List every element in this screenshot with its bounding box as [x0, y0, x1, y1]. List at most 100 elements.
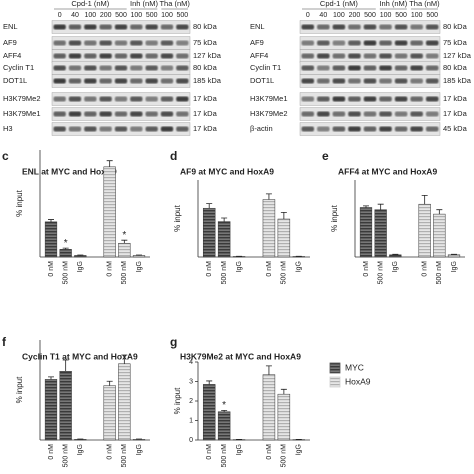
- x-tick-label: IgG: [136, 261, 143, 272]
- blot-band: [363, 126, 377, 132]
- chart-title: AF9 at MYC and HoxA9: [180, 166, 274, 176]
- blot-band: [53, 24, 66, 30]
- blot-band: [410, 24, 423, 30]
- protein-label: DOT1L: [250, 76, 274, 85]
- error-bar: [48, 219, 54, 222]
- blot-band: [99, 126, 112, 132]
- x-tick-label: 500 nM: [63, 444, 70, 468]
- blot-band: [425, 96, 439, 102]
- bar: [74, 439, 87, 441]
- x-tick-label: 500 nM: [63, 261, 70, 285]
- lane-group-label: Tha (nM): [159, 0, 190, 8]
- blot-band: [348, 111, 361, 117]
- error-bar: [280, 211, 287, 220]
- blot-band: [176, 78, 189, 84]
- blot-band: [410, 40, 423, 46]
- blot-band: [301, 78, 315, 84]
- blot-band: [160, 111, 174, 117]
- blot-band: [425, 40, 439, 46]
- blot-band: [68, 24, 82, 30]
- blot-band: [301, 40, 315, 46]
- blot-band: [99, 96, 112, 102]
- protein-label: H3K79Me1: [3, 109, 41, 118]
- x-tick-label: 0 nM: [206, 261, 213, 277]
- blot-band: [53, 96, 66, 102]
- lane-group-label: Cpd-1 (nM): [71, 0, 109, 8]
- size-label: 17 kDa: [443, 94, 468, 103]
- blot-band: [410, 96, 423, 102]
- x-tick-label: 500 nM: [221, 261, 228, 285]
- lane-label: 0: [306, 12, 310, 19]
- x-tick-label: 500 nM: [221, 444, 228, 468]
- blot-band: [160, 24, 174, 30]
- blot-band: [394, 126, 408, 132]
- blot-band: [84, 65, 97, 71]
- blot-band: [379, 96, 392, 102]
- bar: [359, 207, 373, 258]
- bar: [103, 166, 116, 258]
- blot-band: [176, 24, 189, 30]
- bar: [262, 374, 276, 441]
- blot-band: [53, 40, 66, 46]
- blot-band: [379, 40, 392, 46]
- blot-band: [145, 65, 158, 71]
- blot-band: [130, 78, 143, 84]
- error-bar: [377, 203, 384, 210]
- blot-band: [160, 126, 174, 132]
- blot-band: [145, 96, 158, 102]
- panel-letter: e: [322, 149, 329, 163]
- blot-band: [84, 96, 97, 102]
- size-label: 17 kDa: [193, 124, 218, 133]
- lane-label: 100: [411, 12, 423, 19]
- protein-label: ENL: [250, 22, 265, 31]
- blot-band: [84, 40, 97, 46]
- chart-title: ENL at MYC and HoxA9: [22, 166, 117, 176]
- size-label: 75 kDa: [193, 38, 218, 47]
- blot-band: [99, 40, 112, 46]
- blot-band: [317, 78, 330, 84]
- bar: [277, 218, 291, 258]
- x-tick-label: 0 nM: [48, 444, 55, 460]
- error-bar: [206, 203, 213, 209]
- error-bar: [121, 354, 128, 364]
- error-bar: [280, 388, 287, 395]
- blot-band: [68, 53, 82, 59]
- size-label: 17 kDa: [443, 109, 468, 118]
- blot-band: [363, 111, 377, 117]
- x-tick-label: IgG: [77, 261, 84, 272]
- protein-label: AFF4: [3, 51, 21, 60]
- blot-band: [130, 96, 143, 102]
- error-bar: [392, 253, 399, 255]
- error-bar: [421, 195, 428, 205]
- significance-mark: *: [122, 230, 126, 241]
- blot-band: [410, 65, 423, 71]
- protein-label: DOT1L: [3, 76, 27, 85]
- protein-label: H3K79Me2: [3, 94, 41, 103]
- blot-band: [363, 24, 377, 30]
- lane-group-label: Inh (nM): [130, 0, 158, 8]
- blot-band: [410, 111, 423, 117]
- blot-band: [317, 96, 330, 102]
- blot-band: [317, 24, 330, 30]
- size-label: 127 kDa: [443, 51, 472, 60]
- blot-band: [130, 65, 143, 71]
- size-label: 80 kDa: [443, 22, 468, 31]
- blot-band: [145, 78, 158, 84]
- blot-band: [317, 40, 330, 46]
- error-bar: [106, 160, 113, 167]
- lane-group-label: Cpd-1 (nM): [320, 0, 358, 8]
- panel-letter: d: [170, 149, 177, 163]
- blot-band: [130, 126, 143, 132]
- y-tick-label: 0: [189, 437, 193, 444]
- bar: [103, 385, 116, 441]
- size-label: 185 kDa: [193, 76, 222, 85]
- blot-band: [394, 24, 408, 30]
- blot-band: [348, 126, 361, 132]
- blot-band: [348, 53, 361, 59]
- blot-band: [114, 40, 128, 46]
- x-tick-label: 0 nM: [48, 261, 55, 277]
- blot-band: [317, 111, 330, 117]
- x-tick-label: IgG: [392, 261, 399, 272]
- blot-band: [301, 96, 315, 102]
